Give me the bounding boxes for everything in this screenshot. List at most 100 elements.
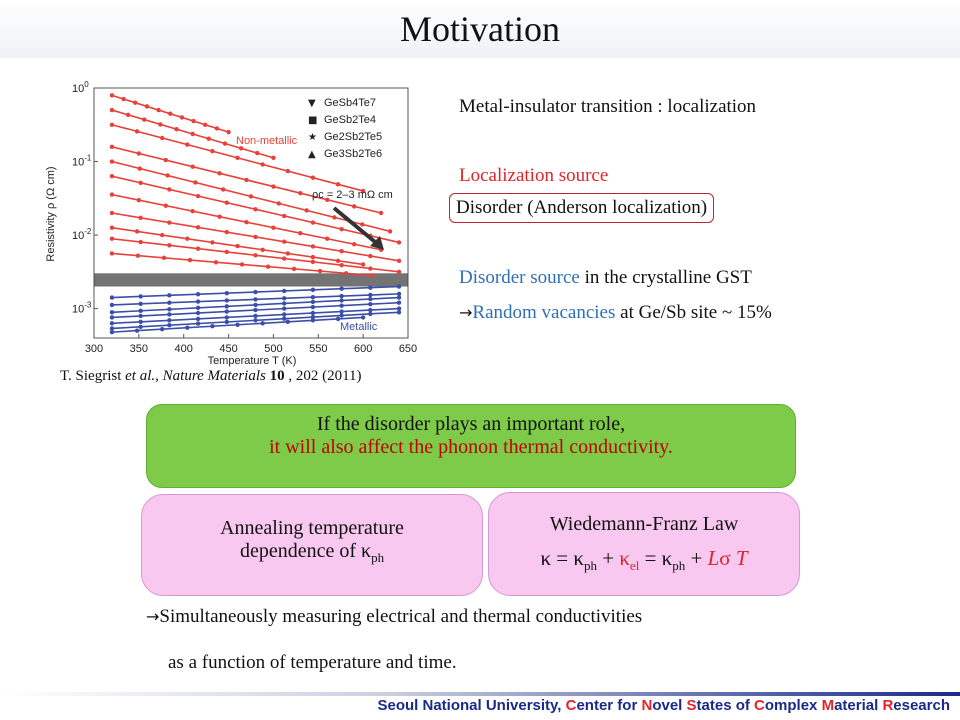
footer-p1: Seoul National University, bbox=[377, 697, 566, 714]
nonmetallic-point-7-9 bbox=[368, 253, 373, 259]
nonmetallic-point-4-5 bbox=[248, 194, 254, 199]
metallic-point-6-0 bbox=[109, 329, 115, 335]
nonmetallic-point-0-3 bbox=[144, 104, 150, 109]
nonmetallic-point-8-2 bbox=[159, 232, 165, 238]
nonmetallic-point-7-3 bbox=[195, 225, 201, 230]
metallic-point-5-0 bbox=[109, 326, 115, 331]
nonmetallic-point-4-8 bbox=[332, 215, 337, 220]
nonmetallic-point-4-7 bbox=[304, 208, 309, 213]
nonmetallic-point-5-0 bbox=[109, 174, 115, 179]
nonmetallic-point-8-9 bbox=[335, 258, 341, 263]
nonmetallic-point-9-5 bbox=[253, 253, 258, 258]
nonmetallic-point-10-6 bbox=[265, 264, 271, 269]
metallic-point-3-8 bbox=[339, 303, 344, 308]
footer-p6: aterial bbox=[834, 697, 883, 714]
metallic-point-4-5 bbox=[253, 313, 258, 319]
nonmetallic-point-6-9 bbox=[351, 242, 357, 247]
footer-S: S bbox=[686, 697, 697, 714]
nonmetallic-point-4-10 bbox=[387, 229, 393, 234]
y-tick-label-0: 100 bbox=[72, 80, 89, 95]
metallic-point-3-2 bbox=[167, 312, 172, 317]
nonmetallic-point-9-4 bbox=[224, 249, 229, 255]
nonmetallic-point-2-10 bbox=[360, 188, 366, 194]
nonmetallic-point-2-4 bbox=[210, 149, 215, 154]
nonmetallic-point-6-2 bbox=[163, 203, 168, 208]
nonmetallic-point-5-2 bbox=[167, 187, 172, 192]
eq-L: L bbox=[707, 546, 720, 570]
nonmetallic-point-9-9 bbox=[368, 266, 373, 271]
nonmetallic-point-5-4 bbox=[224, 200, 229, 205]
x-tick-label-6: 600 bbox=[354, 343, 372, 355]
nonmetallic-point-2-7 bbox=[285, 168, 290, 174]
metallic-point-3-3 bbox=[195, 310, 201, 316]
citation-rest: , 202 (2011) bbox=[284, 368, 362, 384]
nonmetallic-point-10-7 bbox=[291, 266, 297, 272]
bottom-line1-text: Simultaneously measuring electrical and … bbox=[159, 606, 643, 627]
metallic-point-2-10 bbox=[396, 295, 402, 300]
legend-marker-0: ▼ bbox=[308, 98, 316, 109]
metallic-point-6-4 bbox=[210, 324, 215, 329]
mit-text: Metal-insulator transition : localizatio… bbox=[459, 96, 757, 117]
metallic-point-6-6 bbox=[260, 321, 265, 326]
eq-kappa-el: κ bbox=[619, 546, 630, 570]
rho-c-arrow bbox=[332, 206, 382, 248]
metallic-point-1-5 bbox=[253, 297, 258, 302]
nonmetallic-point-1-8 bbox=[238, 146, 244, 151]
footer-p4: tates of bbox=[696, 697, 755, 714]
metallic-point-2-7 bbox=[310, 299, 316, 305]
legend-marker-3: ▲ bbox=[308, 149, 316, 160]
metallic-point-3-10 bbox=[396, 300, 402, 305]
nonmetallic-point-7-8 bbox=[339, 249, 344, 254]
footer-rule bbox=[0, 692, 960, 696]
metallic-point-6-3 bbox=[185, 325, 190, 330]
wf-equation: κ = κph + κel = κph + Lσ T bbox=[489, 546, 799, 574]
metallic-point-3-7 bbox=[310, 304, 316, 310]
citation-etal: et al. bbox=[121, 368, 156, 384]
disorder-box: Disorder (Anderson localization) bbox=[449, 193, 715, 223]
annealing-line2: dependence of κph bbox=[142, 540, 482, 566]
metallic-point-4-3 bbox=[195, 316, 201, 322]
nonmetallic-point-8-3 bbox=[185, 236, 190, 241]
metallic-point-6-2 bbox=[159, 326, 165, 332]
random-vacancies-rest: at Ge/Sb site ~ 15% bbox=[615, 302, 772, 323]
nonmetallic-point-7-6 bbox=[281, 239, 287, 244]
disorder-source-rest: in the crystalline GST bbox=[579, 267, 752, 288]
annealing-line1: Annealing temperature bbox=[220, 517, 404, 539]
metallic-point-5-8 bbox=[339, 313, 344, 318]
nonmetallic-point-4-1 bbox=[137, 166, 142, 171]
eq-sigma: σ bbox=[719, 546, 731, 570]
nonmetallic-point-8-1 bbox=[134, 229, 140, 234]
x-axis-label: Temperature T (K) bbox=[208, 355, 297, 367]
metallic-point-4-2 bbox=[167, 318, 172, 323]
nonmetallic-point-9-3 bbox=[195, 246, 201, 251]
annealing-box: Annealing temperature dependence of κph bbox=[141, 494, 483, 596]
nonmetallic-point-6-7 bbox=[298, 231, 303, 236]
nonmetallic-point-3-9 bbox=[351, 204, 357, 209]
x-tick-label-4: 500 bbox=[264, 343, 282, 355]
metallic-point-1-7 bbox=[310, 294, 316, 300]
nonmetallic-point-8-7 bbox=[285, 251, 290, 256]
metallic-point-0-5 bbox=[253, 289, 258, 295]
nonmetallic-point-5-10 bbox=[396, 240, 402, 245]
nonmetallic-point-6-5 bbox=[244, 219, 249, 225]
metallic-point-4-7 bbox=[310, 310, 316, 316]
nonmetallic-point-3-0 bbox=[109, 144, 115, 150]
nonmetallic-point-10-0 bbox=[109, 251, 115, 256]
nonmetallic-point-0-7 bbox=[191, 118, 196, 124]
metallic-point-5-7 bbox=[310, 314, 316, 320]
metallic-point-2-8 bbox=[339, 298, 344, 303]
nonmetallic-point-8-5 bbox=[235, 243, 240, 249]
nonmetallic-point-3-1 bbox=[136, 151, 142, 156]
footer-p2: enter for bbox=[576, 697, 642, 714]
metallic-point-5-10 bbox=[396, 310, 402, 315]
eq-sub-el: el bbox=[629, 558, 640, 574]
rho-c-arrowhead bbox=[370, 236, 384, 250]
x-tick-label-0: 300 bbox=[85, 343, 103, 355]
random-vacancies-highlight: Random vacancies bbox=[472, 302, 616, 323]
metallic-point-3-6 bbox=[281, 306, 287, 311]
nonmetallic-point-3-5 bbox=[244, 177, 249, 183]
nonmetallic-point-1-4 bbox=[174, 126, 179, 132]
nonmetallic-point-10-3 bbox=[187, 257, 193, 263]
metallic-point-5-2 bbox=[167, 323, 172, 328]
nonmetallic-point-0-4 bbox=[156, 107, 161, 113]
